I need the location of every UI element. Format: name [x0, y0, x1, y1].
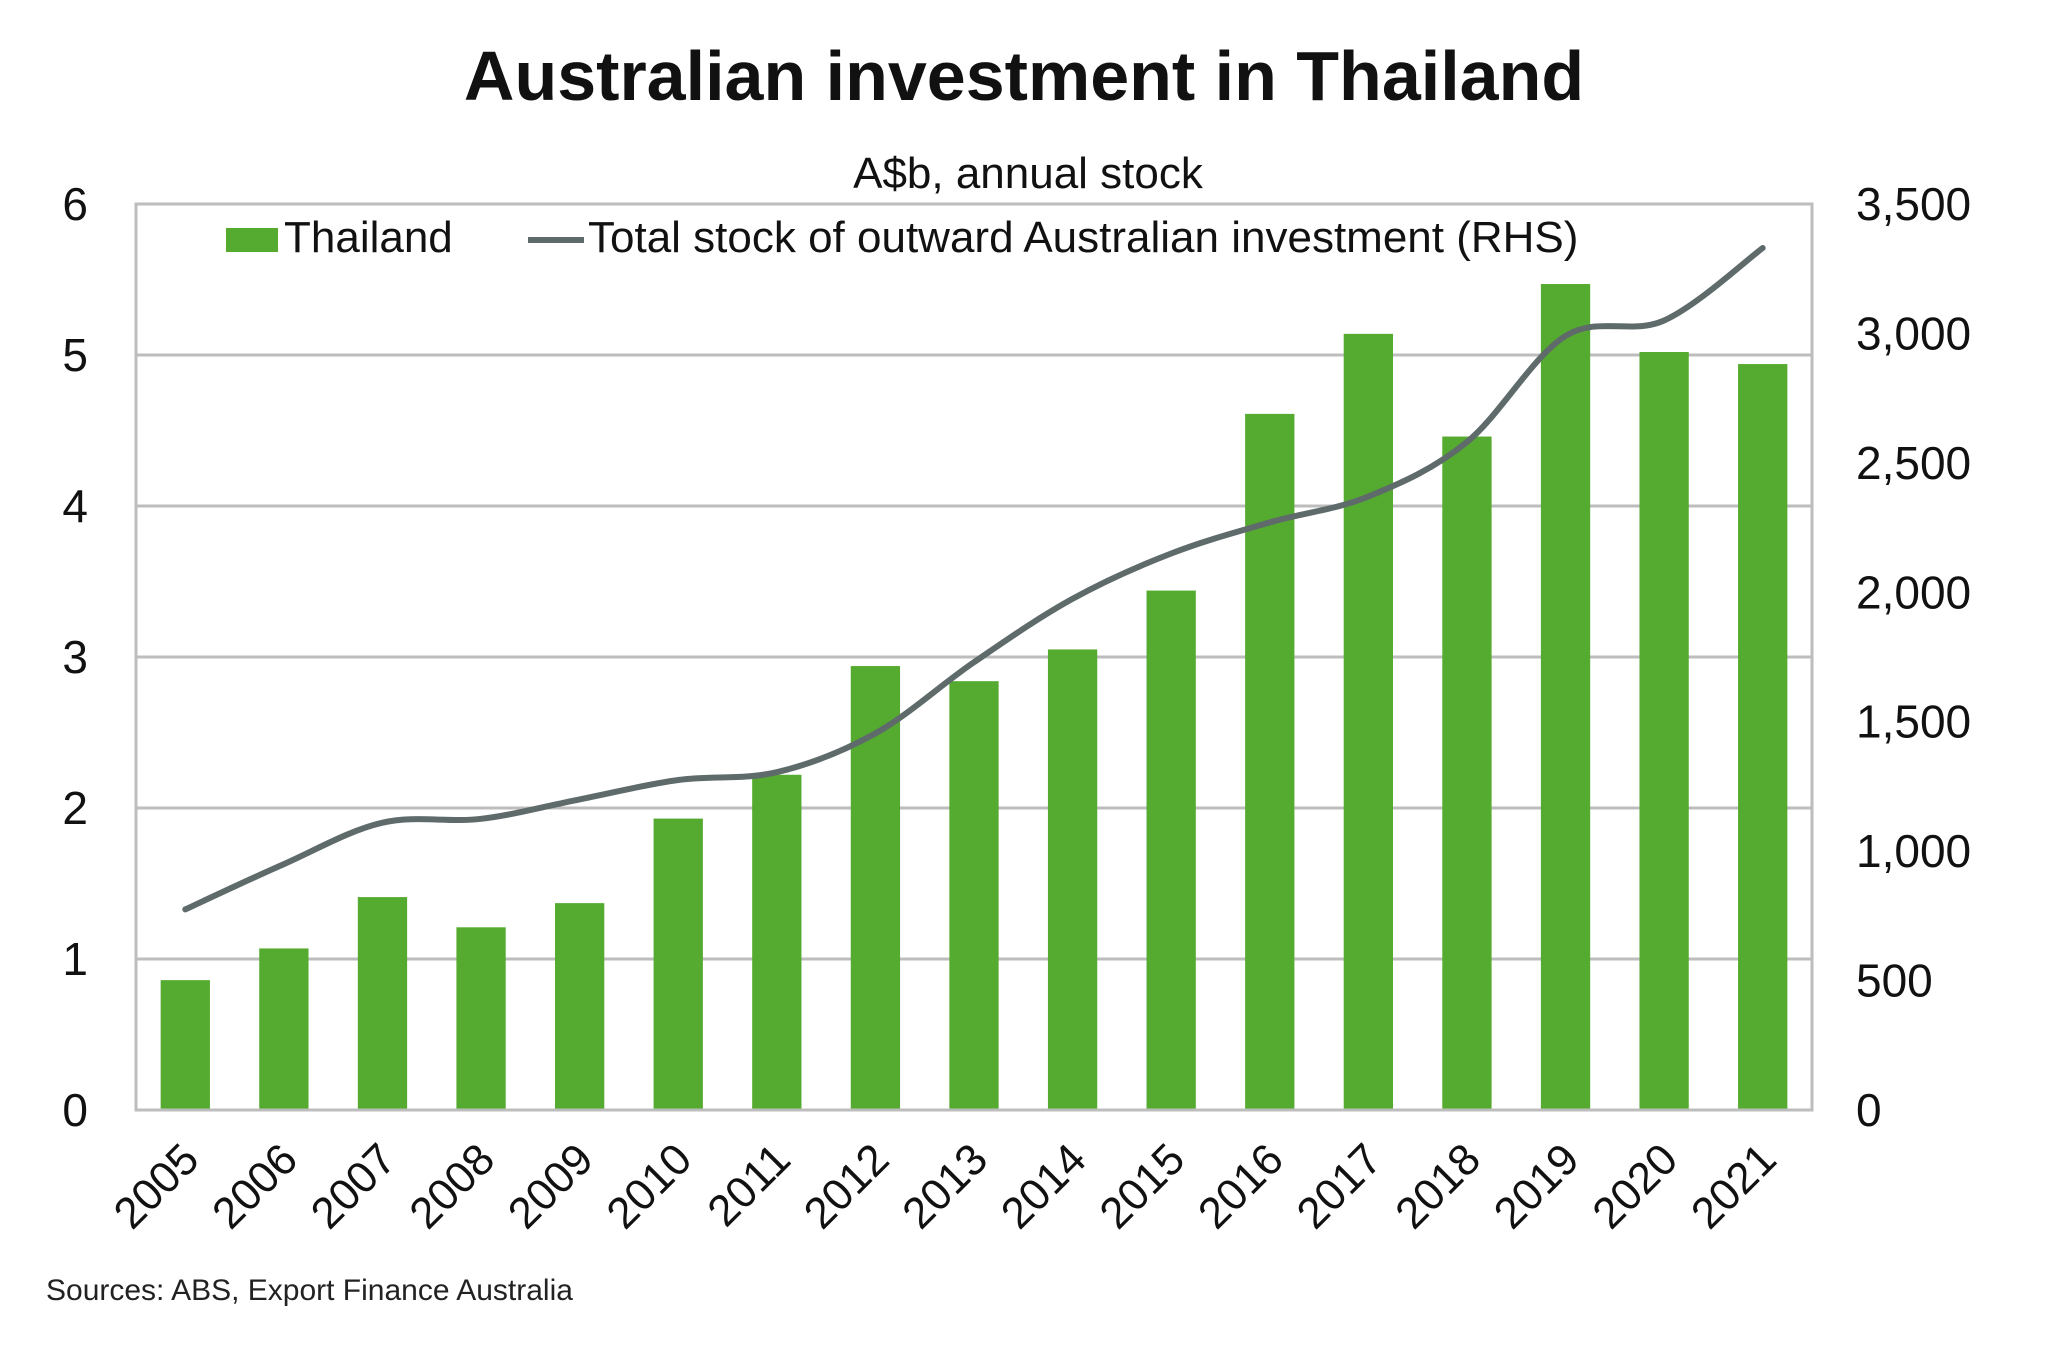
legend-label-thailand: Thailand	[284, 213, 453, 262]
left-tick-label: 4	[62, 480, 88, 532]
bar-2017	[1343, 333, 1393, 1110]
x-tick-label: 2010	[597, 1134, 701, 1238]
x-tick-label: 2008	[400, 1134, 504, 1238]
bar-2007	[357, 897, 408, 1110]
right-tick-label: 0	[1856, 1084, 1882, 1136]
plot-border	[134, 202, 1814, 1112]
x-tick-label: 2015	[1090, 1134, 1194, 1238]
x-tick-label: 2011	[698, 1134, 800, 1236]
right-tick-label: 3,000	[1856, 307, 1971, 359]
right-tick-label: 2,000	[1856, 566, 1971, 618]
right-tick-label: 3,500	[1856, 178, 1971, 230]
line-series	[182, 245, 1766, 913]
plot-frame	[134, 202, 1814, 1112]
x-tick-label: 2020	[1583, 1134, 1687, 1238]
legend-swatch-thailand	[226, 228, 278, 252]
bar-2011	[752, 774, 802, 1110]
bar-2005	[160, 980, 210, 1110]
legend-label-total-stock: Total stock of outward Australian invest…	[588, 213, 1578, 262]
left-tick-label: 2	[62, 782, 88, 834]
bar-2014	[1047, 649, 1098, 1110]
right-axis: 0 500 1,000 1,500 2,000 2,500 3,000 3,500	[1856, 178, 1971, 1136]
source-note: Sources: ABS, Export Finance Australia	[46, 1274, 573, 1307]
chart-subtitle: A$b, annual stock	[853, 149, 1204, 198]
x-tick-label: 2014	[992, 1134, 1096, 1238]
x-tick-label: 2017	[1288, 1134, 1392, 1238]
left-tick-label: 6	[62, 178, 88, 230]
left-tick-label: 5	[62, 329, 88, 381]
bar-2021	[1738, 364, 1788, 1110]
right-tick-label: 1,500	[1856, 696, 1971, 748]
x-tick-label: 2012	[795, 1134, 899, 1238]
left-tick-label: 1	[62, 933, 88, 985]
bar-2018	[1442, 436, 1492, 1110]
x-tick-label: 2006	[203, 1134, 307, 1238]
x-tick-label: 2021	[1682, 1134, 1786, 1238]
bar-2015	[1146, 590, 1196, 1110]
x-tick-label: 2018	[1386, 1134, 1490, 1238]
bar-2010	[653, 818, 703, 1110]
legend: Thailand Total stock of outward Australi…	[226, 213, 1578, 262]
x-tick-label: 2013	[893, 1134, 997, 1238]
right-tick-label: 500	[1856, 955, 1933, 1007]
chart-title: Australian investment in Thailand	[463, 37, 1585, 115]
x-tick-label: 2016	[1189, 1134, 1293, 1238]
bar-2019	[1540, 284, 1591, 1110]
bar-2006	[259, 948, 309, 1110]
left-axis: 0 1 2 3 4 5 6	[62, 178, 88, 1136]
x-tick-label: 2009	[499, 1134, 603, 1238]
left-tick-label: 0	[62, 1084, 88, 1136]
x-tick-label: 2007	[302, 1134, 406, 1238]
x-axis: 2005200620072008200920102011201220132014…	[104, 1134, 1785, 1238]
x-tick-label: 2019	[1485, 1134, 1589, 1238]
bar-2013	[949, 681, 999, 1110]
bar-2009	[555, 903, 605, 1110]
bar-2020	[1639, 351, 1689, 1111]
left-tick-label: 3	[62, 631, 88, 683]
line-total-stock	[182, 245, 1766, 913]
right-tick-label: 1,000	[1856, 825, 1971, 877]
bar-series	[160, 284, 1788, 1111]
x-tick-label: 2005	[104, 1134, 208, 1238]
right-tick-label: 2,500	[1856, 437, 1971, 489]
bar-2008	[456, 927, 506, 1110]
